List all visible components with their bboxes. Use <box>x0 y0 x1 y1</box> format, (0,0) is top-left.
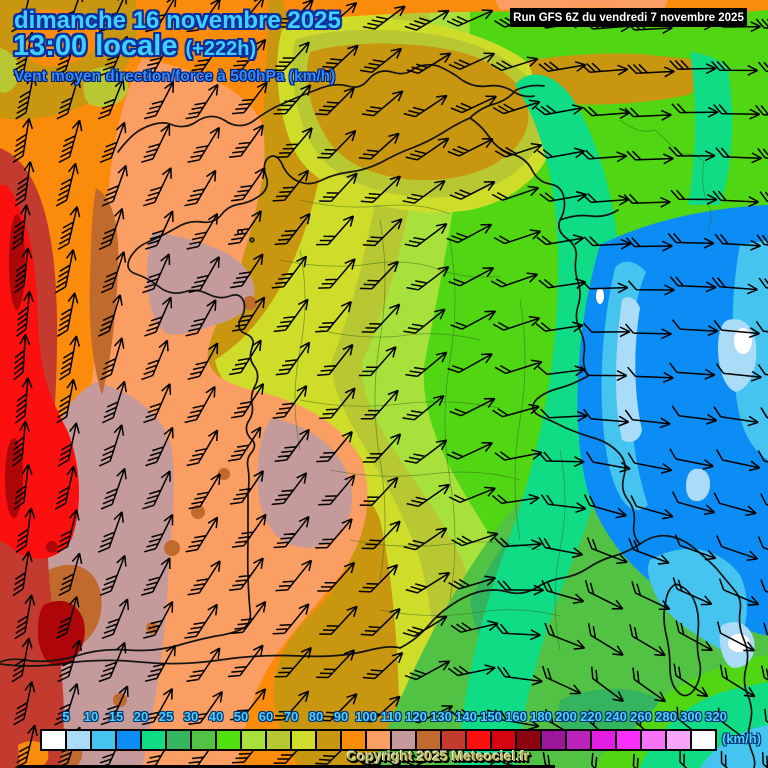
scale-tick-label: 220 <box>580 709 602 724</box>
scale-tick-label: 280 <box>655 709 677 724</box>
scale-tick-label: 70 <box>283 709 299 724</box>
scale-tick-label: 40 <box>208 709 224 724</box>
scale-box <box>165 729 192 751</box>
scale-tick-label: 80 <box>308 709 324 724</box>
scale-box <box>565 729 592 751</box>
scale-unit-label: (km/h) <box>722 731 761 746</box>
scale-tick-label: 140 <box>455 709 477 724</box>
scale-box <box>190 729 217 751</box>
scale-box <box>315 729 342 751</box>
scale-tick-label: 50 <box>233 709 249 724</box>
scale-tick-label: 15 <box>108 709 124 724</box>
scale-tick-label: 10 <box>83 709 99 724</box>
scale-box <box>590 729 617 751</box>
scale-box <box>90 729 117 751</box>
color-scale-bar <box>40 729 717 751</box>
wind-barbs-layer <box>11 0 768 768</box>
model-run-label: Run GFS 6Z du vendredi 7 novembre 2025 <box>510 8 747 27</box>
scale-box <box>140 729 167 751</box>
scale-tick-label: 20 <box>133 709 149 724</box>
scale-box <box>265 729 292 751</box>
wind-speed-color-scale: 5 10 15 20 25 30 40 50 60 70 80 90 100 110 120 130 140 15… <box>40 709 740 754</box>
scale-tick-label: 130 <box>430 709 452 724</box>
scale-tick-label: 110 <box>380 709 402 724</box>
scale-tick-label: 160 <box>505 709 527 724</box>
scale-tick-label: 120 <box>405 709 427 724</box>
scale-box <box>615 729 642 751</box>
scale-tick-label: 240 <box>605 709 627 724</box>
scale-tick-label: 180 <box>530 709 552 724</box>
scale-box <box>115 729 142 751</box>
bottom-border-strip <box>18 765 555 768</box>
scale-tick-label: 5 <box>62 709 70 724</box>
copyright-label: Copyright 2025 Meteociel.fr <box>347 748 530 764</box>
scale-box <box>290 729 317 751</box>
scale-tick-label: 150 <box>480 709 502 724</box>
scale-box <box>240 729 267 751</box>
scale-box <box>215 729 242 751</box>
scale-tick-label: 100 <box>355 709 377 724</box>
scale-box <box>690 729 717 751</box>
department-borders <box>279 119 712 651</box>
scale-tick-label: 260 <box>630 709 652 724</box>
scale-box <box>640 729 667 751</box>
scale-tick-label: 25 <box>158 709 174 724</box>
scale-tick-label: 320 <box>705 709 727 724</box>
scale-tick-label: 30 <box>183 709 199 724</box>
coastlines-borders <box>0 63 756 768</box>
scale-tick-label: 60 <box>258 709 274 724</box>
scale-box <box>40 729 67 751</box>
scale-tick-label: 90 <box>333 709 349 724</box>
scale-box <box>540 729 567 751</box>
scale-tick-label: 300 <box>680 709 702 724</box>
scale-box <box>665 729 692 751</box>
scale-box <box>65 729 92 751</box>
scale-tick-label: 200 <box>555 709 577 724</box>
